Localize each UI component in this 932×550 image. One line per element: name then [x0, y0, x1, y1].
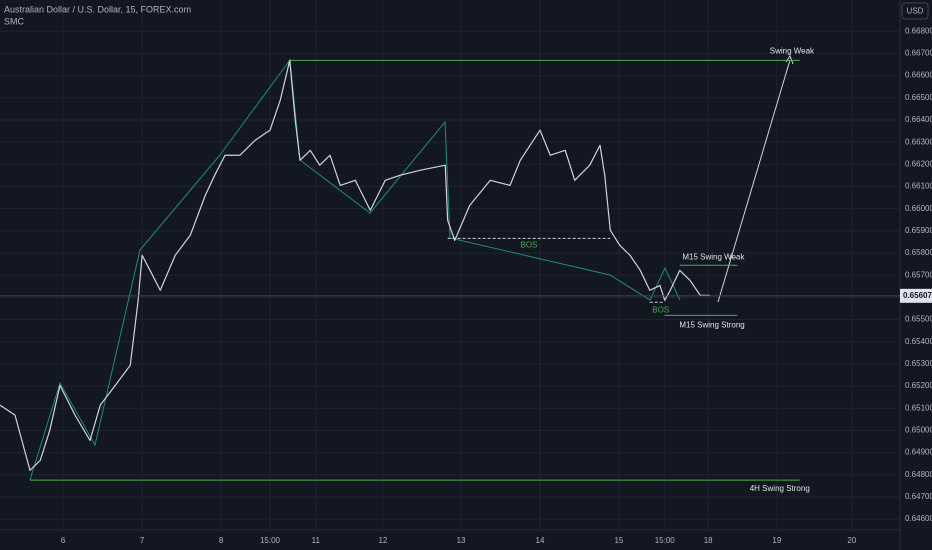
y-tick-label: 0.64800 — [905, 470, 932, 479]
y-tick-label: 0.66300 — [905, 137, 932, 146]
grid — [0, 0, 900, 530]
projection-arrow — [717, 59, 791, 303]
x-tick-label: 7 — [140, 536, 145, 545]
y-tick-label: 0.65400 — [905, 337, 932, 346]
x-tick-label: 20 — [847, 536, 856, 545]
level-label: M15 Swing Weak — [682, 252, 745, 261]
y-tick-label: 0.64900 — [905, 448, 932, 457]
y-tick-label: 0.66500 — [905, 93, 932, 102]
x-tick-label: 15 — [614, 536, 623, 545]
level-label: M15 Swing Strong — [679, 320, 744, 329]
y-tick-label: 0.65200 — [905, 381, 932, 390]
x-tick-label: 6 — [61, 536, 66, 545]
x-tick-label: 12 — [378, 536, 387, 545]
x-tick-label: 13 — [457, 536, 466, 545]
y-tick-label: 0.66100 — [905, 182, 932, 191]
y-tick-label: 0.65500 — [905, 315, 932, 324]
x-tick-label: 19 — [772, 536, 781, 545]
currency-button[interactable] — [901, 2, 929, 20]
y-tick-label: 0.64600 — [905, 514, 932, 523]
level-label: 4H Swing Strong — [750, 484, 810, 493]
level-label: BOS — [520, 240, 537, 249]
y-tick-label: 0.65800 — [905, 248, 932, 257]
indicator-name: SMC — [4, 16, 25, 26]
y-tick-label: 0.65300 — [905, 359, 932, 368]
last-price-box — [900, 288, 932, 303]
last-price-label: 0.65607 — [903, 291, 932, 300]
x-tick-label: 11 — [312, 536, 321, 545]
level-label: BOS — [652, 305, 669, 314]
x-tick-label: 18 — [704, 536, 713, 545]
y-tick-label: 0.66400 — [905, 115, 932, 124]
x-tick-label: 8 — [219, 536, 224, 545]
currency-label[interactable]: USD — [907, 7, 924, 16]
symbol-title: Australian Dollar / U.S. Dollar, 15, FOR… — [4, 4, 191, 14]
y-tick-label: 0.65000 — [905, 426, 932, 435]
level-label: Swing Weak — [770, 46, 815, 55]
x-tick-label: 15:00 — [260, 536, 281, 545]
y-tick-label: 0.66600 — [905, 71, 932, 80]
y-tick-label: 0.66800 — [905, 26, 932, 35]
y-tick-label: 0.66700 — [905, 49, 932, 58]
y-tick-label: 0.65900 — [905, 226, 932, 235]
price-line — [0, 59, 710, 471]
y-tick-label: 0.66200 — [905, 159, 932, 168]
y-tick-label: 0.65700 — [905, 270, 932, 279]
y-tick-label: 0.64700 — [905, 492, 932, 501]
y-tick-label: 0.66000 — [905, 204, 932, 213]
x-tick-label: 15:00 — [655, 536, 676, 545]
y-tick-label: 0.65100 — [905, 403, 932, 412]
plot: Swing Weak 4H Swing Strong M15 Swing Weak M… — [0, 46, 900, 493]
x-tick-label: 14 — [536, 536, 545, 545]
